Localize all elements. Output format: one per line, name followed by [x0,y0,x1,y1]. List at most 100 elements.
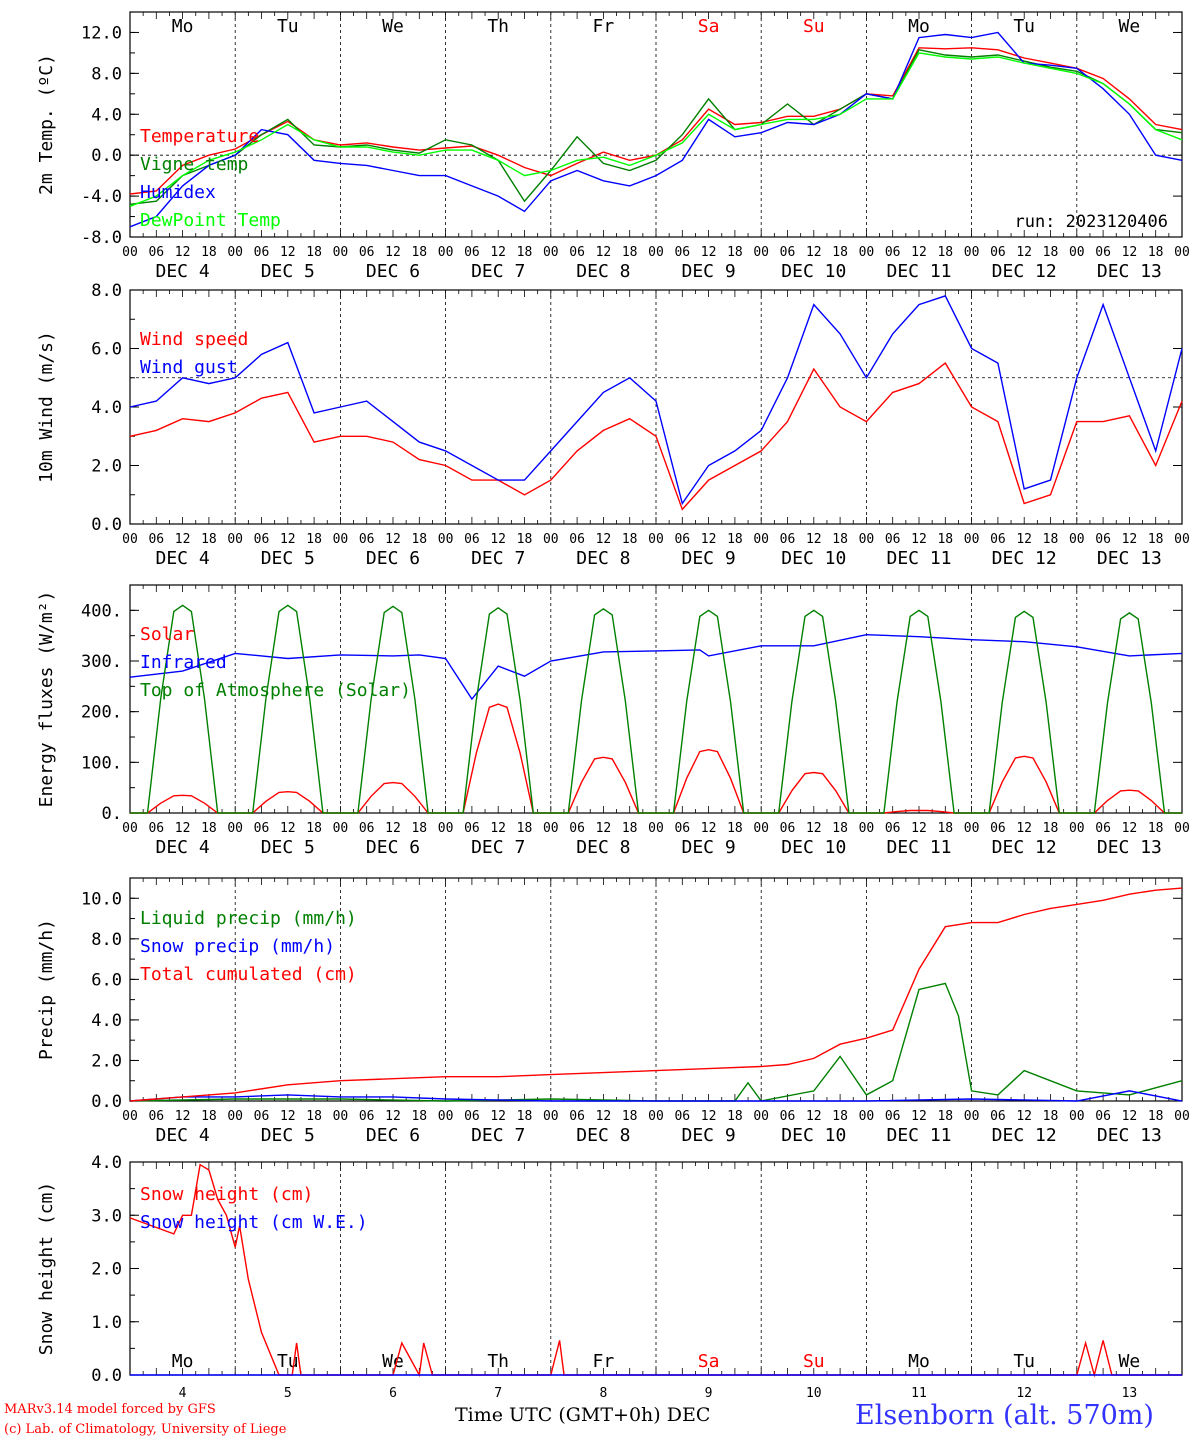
hour-label: 18 [937,532,953,547]
y-tick-label: 2.0 [91,1051,122,1071]
hour-label: 12 [1122,821,1138,836]
date-label: DEC 9 [682,1125,736,1146]
hour-label: 06 [1095,245,1111,260]
hour-label: 00 [122,821,138,836]
hour-label: 00 [227,532,243,547]
hour-label: 06 [254,821,270,836]
hour-label: 12 [175,532,191,547]
y-tick-label: 4.0 [91,105,122,125]
hour-label: 00 [859,532,875,547]
hour-label: 18 [832,821,848,836]
y-tick-label: 1.0 [91,1313,122,1333]
hour-label: 12 [1122,1109,1138,1124]
y-tick-label: 400. [81,601,122,621]
hour-label: 12 [175,821,191,836]
hour-label: 00 [1069,821,1085,836]
panel-5: 0.0 1.0 2.0 3.0 4.0 Snow height (cm) Mo Tu We Th F… [36,1153,1183,1401]
hour-label: 12 [596,1109,612,1124]
hour-label: 00 [1174,1109,1190,1124]
hour-label: 00 [227,821,243,836]
legend-entry: Top of Atmosphere (Solar) [140,680,411,701]
date-label: DEC 12 [992,548,1057,569]
hour-label: 18 [517,1109,533,1124]
hour-label: 06 [359,245,375,260]
y-axis-label: 10m Wind (m/s) [36,331,57,483]
hour-label: 06 [359,821,375,836]
hour-label: 00 [648,245,664,260]
hour-label: 06 [885,821,901,836]
series-line-humidex [129,31,1183,228]
hour-label: 18 [201,821,217,836]
credit-line-2: (c) Lab. of Climatology, University of L… [4,1422,287,1437]
hour-label: 18 [937,245,953,260]
day-number-label: 10 [806,1386,822,1401]
series-line-vigne-temp [129,49,1183,205]
hour-label: 18 [1148,245,1164,260]
date-label: DEC 5 [261,1125,315,1146]
hour-label: 06 [464,532,480,547]
date-label: DEC 9 [682,837,736,858]
weekday-label: We [382,16,404,37]
date-label: DEC 8 [576,548,630,569]
weekday-label: We [1119,1351,1141,1372]
y-tick-label: 3.0 [91,1206,122,1226]
weekday-label: Fr [593,1351,615,1372]
hour-label: 06 [464,1109,480,1124]
hour-label: 06 [674,1109,690,1124]
hour-label: 00 [753,1109,769,1124]
hour-label: 12 [385,532,401,547]
y-tick-label: -8.0 [81,228,122,248]
y-tick-label: 4.0 [91,1153,122,1173]
series-line-top-of-atmosphere-solar- [130,604,1182,814]
hour-label: 12 [911,1109,927,1124]
date-label: DEC 10 [781,1125,846,1146]
hour-label: 00 [648,1109,664,1124]
hour-label: 18 [1148,1109,1164,1124]
day-number-label: 13 [1122,1386,1138,1401]
hour-label: 18 [937,1109,953,1124]
hour-label: 06 [780,821,796,836]
y-tick-label: 8.0 [91,930,122,950]
weekday-label: Th [487,1351,509,1372]
legend-entry: Wind gust [140,357,238,378]
weekday-label: Tu [1013,1351,1035,1372]
weekday-label: We [1119,16,1141,37]
hour-label: 12 [911,821,927,836]
hour-label: 12 [806,532,822,547]
day-number-label: 5 [284,1386,292,1401]
y-tick-label: -4.0 [81,187,122,207]
hour-label: 00 [333,245,349,260]
hour-label: 12 [280,245,296,260]
hour-label: 18 [306,821,322,836]
hour-label: 18 [622,245,638,260]
hour-label: 00 [1069,1109,1085,1124]
hour-label: 18 [937,821,953,836]
hour-label: 00 [543,821,559,836]
hour-label: 12 [911,245,927,260]
station-name: Elsenborn (alt. 570m) [855,1400,1154,1431]
hour-label: 00 [1069,245,1085,260]
y-tick-label: 2.0 [91,457,122,477]
hour-label: 06 [148,1109,164,1124]
hour-label: 00 [964,1109,980,1124]
hour-label: 06 [885,532,901,547]
hour-label: 06 [254,532,270,547]
credits: MARv3.14 model forced by GFS (c) Lab. of… [4,1400,286,1440]
date-label: DEC 8 [576,261,630,282]
hour-label: 12 [1016,245,1032,260]
day-number-label: 9 [705,1386,713,1401]
hour-label: 18 [306,1109,322,1124]
date-label: DEC 7 [471,837,525,858]
legend-entry: Humidex [140,182,216,203]
hour-label: 00 [648,821,664,836]
hour-label: 18 [201,245,217,260]
hour-label: 06 [569,532,585,547]
legend-entry: Total cumulated (cm) [140,964,357,985]
weekday-label: Mo [908,16,930,37]
hour-label: 18 [201,1109,217,1124]
weekday-label: Th [487,16,509,37]
y-tick-label: 0.0 [91,1366,122,1386]
hour-label: 12 [1122,245,1138,260]
hour-label: 06 [569,1109,585,1124]
y-tick-label: 200. [81,703,122,723]
